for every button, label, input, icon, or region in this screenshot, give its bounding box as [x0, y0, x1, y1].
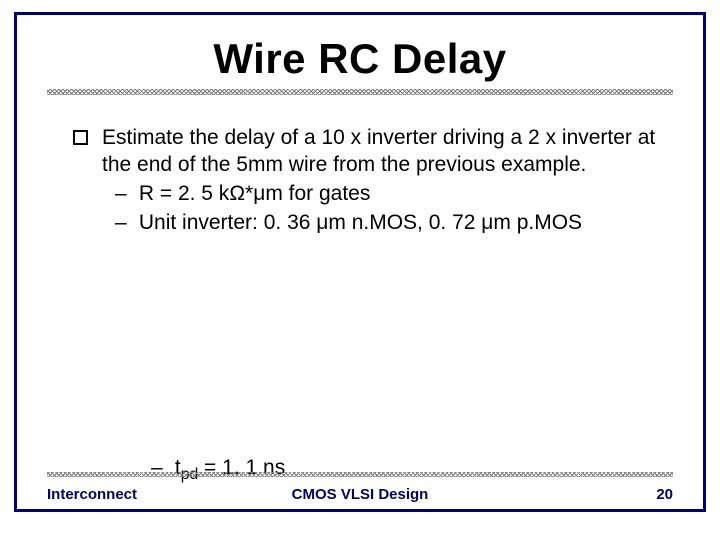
sub1-mid: *	[245, 182, 253, 205]
sub-bullet-1: – R = 2. 5 kΩ*μm for gates	[115, 181, 663, 208]
footer-page-number: 20	[656, 486, 673, 503]
bullet-main-row: Estimate the delay of a 10 x inverter dr…	[73, 125, 663, 179]
footer-center: CMOS VLSI Design	[47, 486, 673, 503]
sub1-mu: μ	[253, 182, 265, 205]
sub2-mid: m n.MOS, 0. 72	[328, 211, 481, 234]
footer-divider	[47, 472, 673, 477]
result-line: – tpd = 1. 1 ns	[151, 455, 285, 485]
sub1-suffix: m for gates	[265, 182, 370, 205]
bullet-main-text: Estimate the delay of a 10 x inverter dr…	[102, 125, 663, 179]
dash-icon: –	[151, 455, 169, 482]
sub2-mu2: μ	[481, 211, 493, 234]
slide-border: Wire RC Delay Estimate the delay of a 10…	[14, 12, 706, 512]
footer: Interconnect CMOS VLSI Design 20	[47, 486, 673, 503]
sub2-suffix: m p.MOS	[493, 211, 582, 234]
slide: Wire RC Delay Estimate the delay of a 10…	[0, 0, 720, 540]
checkbox-bullet-icon	[73, 130, 88, 145]
dash-icon: –	[115, 181, 133, 208]
sub-bullet-2: – Unit inverter: 0. 36 μm n.MOS, 0. 72 μ…	[115, 210, 663, 237]
content-area: Estimate the delay of a 10 x inverter dr…	[73, 125, 663, 237]
sub1-ohm: Ω	[229, 182, 245, 205]
slide-title: Wire RC Delay	[17, 35, 703, 83]
sub1-prefix: R = 2. 5 k	[139, 182, 229, 205]
dash-icon: –	[115, 210, 133, 237]
sub2-mu1: μ	[316, 211, 328, 234]
footer-left: Interconnect	[47, 486, 137, 503]
sub2-prefix: Unit inverter: 0. 36	[139, 211, 316, 234]
title-divider	[47, 89, 673, 95]
title-block: Wire RC Delay	[17, 35, 703, 95]
